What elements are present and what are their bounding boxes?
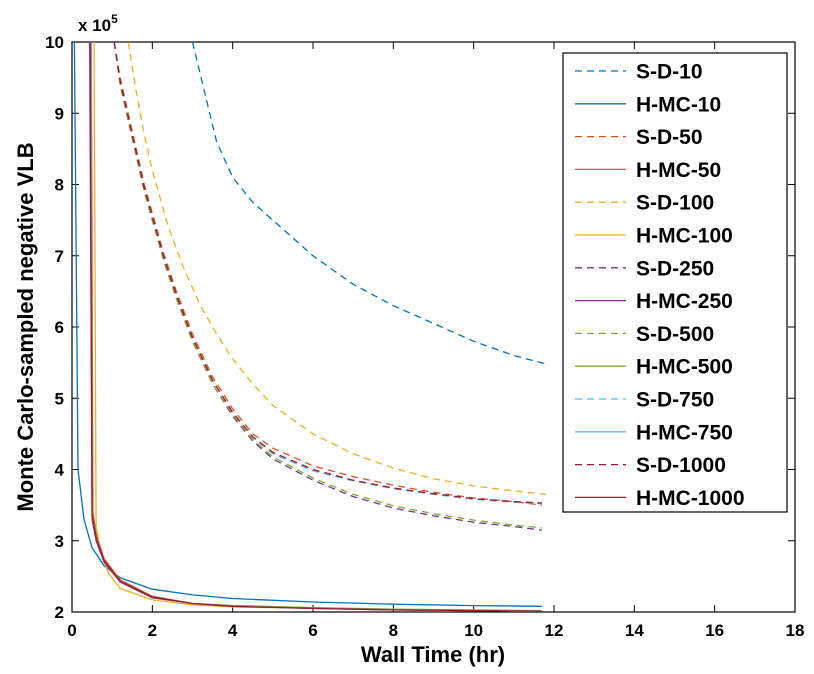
legend-label: S-D-750 [636, 389, 714, 412]
y-tick-label: 5 [55, 389, 64, 408]
legend: S-D-10 H-MC-10 S-D-50 H-MC-50 S-D-100 H-MC-10… [562, 52, 788, 513]
x-tick-label: 18 [786, 621, 805, 640]
legend-label: H-MC-500 [636, 356, 733, 379]
series-line-s-d-100 [127, 42, 547, 496]
y-tick-label: 8 [55, 176, 64, 195]
legend-label: H-MC-1000 [636, 487, 745, 510]
legend-label: H-MC-750 [636, 421, 733, 444]
x-tick-label: 10 [464, 621, 483, 640]
y-tick-label: 4 [55, 461, 65, 480]
y-multiplier-base: x 10 [78, 16, 111, 35]
legend-label: H-MC-10 [636, 93, 721, 116]
x-tick-label: 0 [67, 621, 76, 640]
x-tick-label: 4 [228, 621, 238, 640]
y-tick-label: 3 [55, 532, 64, 551]
legend-label: S-D-10 [636, 61, 703, 84]
y-tick-label: 10 [45, 33, 64, 52]
series-line-s-d-50 [113, 42, 542, 506]
series-line-h-mc-1000 [89, 42, 542, 612]
x-tick-label: 8 [389, 621, 398, 640]
x-tick-label: 2 [148, 621, 157, 640]
legend-label: S-D-1000 [636, 454, 726, 477]
y-tick-label: 6 [55, 318, 64, 337]
legend-label: S-D-100 [636, 192, 714, 215]
x-tick-label: 14 [625, 621, 644, 640]
x-tick-label: 12 [545, 621, 564, 640]
legend-label: H-MC-100 [636, 225, 733, 248]
series-line-s-d-500 [113, 42, 542, 529]
legend-label: S-D-250 [636, 257, 714, 280]
x-tick-label: 16 [705, 621, 724, 640]
series-line-s-d-10 [191, 42, 547, 365]
series-layer [73, 42, 547, 612]
y-tick-label: 9 [55, 104, 64, 123]
legend-box [562, 52, 788, 513]
legend-label: H-MC-250 [636, 290, 733, 313]
y-multiplier: x 105 [78, 12, 118, 35]
y-multiplier-exponent: 5 [111, 12, 118, 26]
legend-label: H-MC-50 [636, 159, 721, 182]
y-tick-label: 2 [55, 603, 64, 622]
y-axis-title: Monte Carlo-sampled negative VLB [13, 142, 38, 511]
legend-label: S-D-500 [636, 323, 714, 346]
series-line-s-d-1000 [113, 42, 542, 504]
series-line-h-mc-10 [73, 42, 542, 607]
legend-label: S-D-50 [636, 126, 703, 149]
y-tick-label: 7 [55, 247, 64, 266]
x-axis-title: Wall Time (hr) [361, 642, 505, 667]
x-tick-label: 6 [308, 621, 317, 640]
